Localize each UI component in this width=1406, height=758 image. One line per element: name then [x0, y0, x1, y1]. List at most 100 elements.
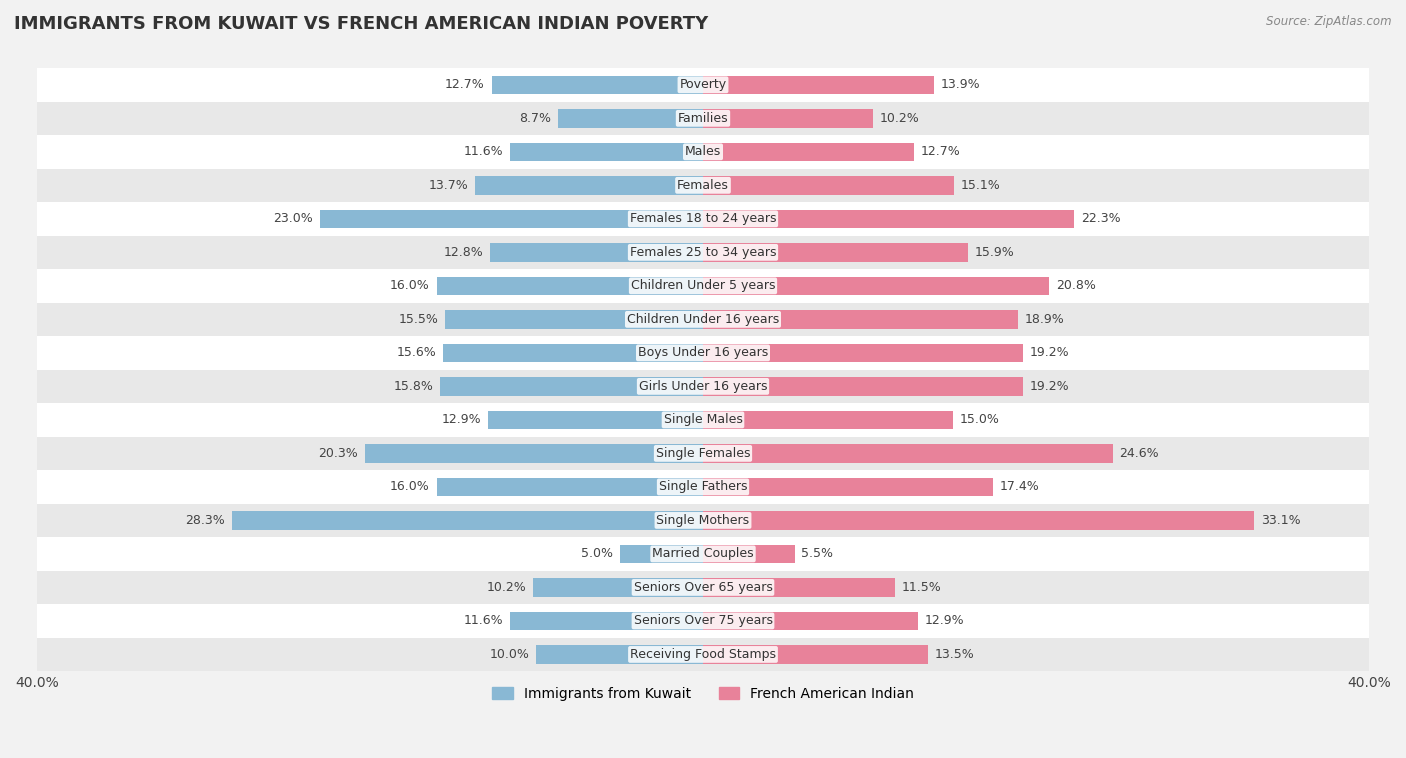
Text: 13.7%: 13.7% [429, 179, 468, 192]
Bar [37, 336, 1369, 370]
Bar [510, 612, 703, 630]
Text: 17.4%: 17.4% [1000, 481, 1039, 493]
Legend: Immigrants from Kuwait, French American Indian: Immigrants from Kuwait, French American … [486, 681, 920, 706]
Text: 12.9%: 12.9% [441, 413, 481, 427]
Bar [703, 645, 928, 664]
Bar [321, 210, 703, 228]
Bar [703, 343, 1022, 362]
Bar [703, 444, 1112, 462]
Text: Children Under 16 years: Children Under 16 years [627, 313, 779, 326]
Bar [37, 604, 1369, 637]
Text: 15.9%: 15.9% [974, 246, 1014, 258]
Text: 19.2%: 19.2% [1029, 346, 1069, 359]
Bar [703, 511, 1254, 530]
Bar [443, 343, 703, 362]
Bar [703, 76, 935, 94]
Text: 5.5%: 5.5% [801, 547, 834, 560]
Bar [436, 277, 703, 295]
Text: Source: ZipAtlas.com: Source: ZipAtlas.com [1267, 15, 1392, 28]
Text: 15.5%: 15.5% [398, 313, 439, 326]
Text: 15.1%: 15.1% [962, 179, 1001, 192]
Bar [475, 176, 703, 195]
Bar [703, 578, 894, 597]
Bar [37, 102, 1369, 135]
Bar [703, 478, 993, 496]
Bar [703, 277, 1049, 295]
Bar [37, 470, 1369, 503]
Text: 20.3%: 20.3% [319, 447, 359, 460]
Text: 8.7%: 8.7% [519, 112, 551, 125]
Text: 11.6%: 11.6% [464, 615, 503, 628]
Text: Families: Families [678, 112, 728, 125]
Bar [703, 143, 914, 161]
Bar [37, 370, 1369, 403]
Text: 19.2%: 19.2% [1029, 380, 1069, 393]
Text: 12.7%: 12.7% [921, 146, 960, 158]
Text: 5.0%: 5.0% [581, 547, 613, 560]
Bar [37, 403, 1369, 437]
Bar [703, 210, 1074, 228]
Text: Poverty: Poverty [679, 78, 727, 91]
Text: Females 18 to 24 years: Females 18 to 24 years [630, 212, 776, 225]
Text: 11.6%: 11.6% [464, 146, 503, 158]
Bar [703, 377, 1022, 396]
Text: Boys Under 16 years: Boys Under 16 years [638, 346, 768, 359]
Bar [489, 243, 703, 262]
Bar [533, 578, 703, 597]
Bar [703, 612, 918, 630]
Bar [703, 176, 955, 195]
Text: 12.9%: 12.9% [925, 615, 965, 628]
Text: Males: Males [685, 146, 721, 158]
Text: 12.7%: 12.7% [446, 78, 485, 91]
Text: 22.3%: 22.3% [1081, 212, 1121, 225]
Bar [703, 310, 1018, 328]
Text: 20.8%: 20.8% [1056, 280, 1095, 293]
Text: Girls Under 16 years: Girls Under 16 years [638, 380, 768, 393]
Bar [37, 269, 1369, 302]
Bar [37, 637, 1369, 671]
Bar [492, 76, 703, 94]
Bar [444, 310, 703, 328]
Text: 28.3%: 28.3% [186, 514, 225, 527]
Text: 15.0%: 15.0% [959, 413, 1000, 427]
Bar [232, 511, 703, 530]
Bar [436, 478, 703, 496]
Text: Single Mothers: Single Mothers [657, 514, 749, 527]
Text: 16.0%: 16.0% [389, 481, 430, 493]
Bar [37, 302, 1369, 336]
Text: 10.2%: 10.2% [486, 581, 526, 594]
Text: Seniors Over 65 years: Seniors Over 65 years [634, 581, 772, 594]
Text: 12.8%: 12.8% [443, 246, 484, 258]
Bar [37, 571, 1369, 604]
Bar [37, 503, 1369, 537]
Bar [703, 243, 967, 262]
Text: Single Males: Single Males [664, 413, 742, 427]
Text: Seniors Over 75 years: Seniors Over 75 years [634, 615, 772, 628]
Bar [510, 143, 703, 161]
Text: Single Females: Single Females [655, 447, 751, 460]
Text: 10.2%: 10.2% [880, 112, 920, 125]
Bar [366, 444, 703, 462]
Text: 24.6%: 24.6% [1119, 447, 1159, 460]
Bar [488, 411, 703, 429]
Text: 18.9%: 18.9% [1025, 313, 1064, 326]
Bar [558, 109, 703, 127]
Bar [703, 411, 953, 429]
Bar [37, 236, 1369, 269]
Bar [37, 437, 1369, 470]
Text: Females: Females [678, 179, 728, 192]
Bar [37, 135, 1369, 168]
Text: 11.5%: 11.5% [901, 581, 941, 594]
Text: 15.6%: 15.6% [396, 346, 436, 359]
Bar [37, 68, 1369, 102]
Text: Married Couples: Married Couples [652, 547, 754, 560]
Text: Single Fathers: Single Fathers [659, 481, 747, 493]
Text: 16.0%: 16.0% [389, 280, 430, 293]
Text: 13.5%: 13.5% [935, 648, 974, 661]
Bar [37, 168, 1369, 202]
Text: 15.8%: 15.8% [394, 380, 433, 393]
Text: 23.0%: 23.0% [274, 212, 314, 225]
Bar [703, 109, 873, 127]
Text: 33.1%: 33.1% [1261, 514, 1301, 527]
Bar [37, 537, 1369, 571]
